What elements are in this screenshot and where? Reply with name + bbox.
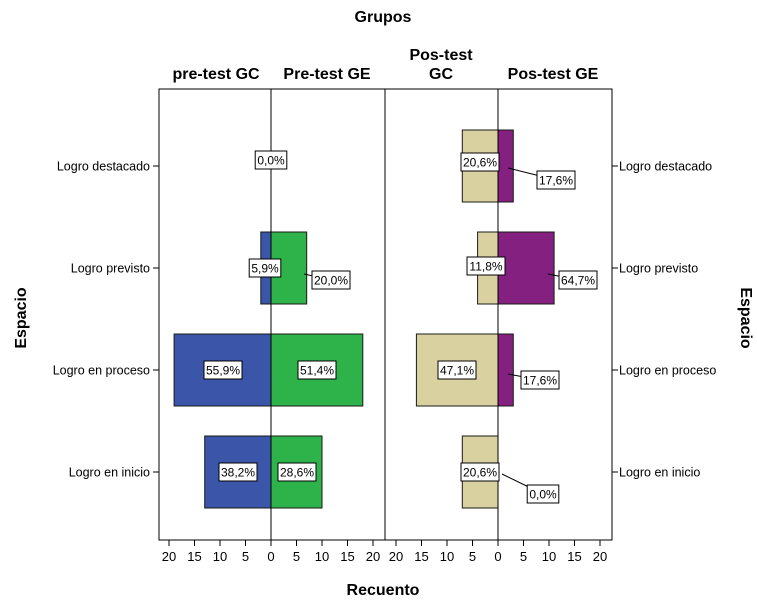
header-pre-test-ge: Pre-test GE — [283, 66, 370, 83]
x-axis-title: Recuento — [347, 582, 420, 599]
plot-area: 0,0% 5,9% 55,9% 38,2% 20,0% 51,4% 28,6% 20,6% 11… — [53, 88, 716, 564]
xtick-label-8: 20 — [366, 549, 380, 564]
header-pos-test-gc-line2: GC — [429, 66, 453, 83]
bar-pos-test-ge-1 — [497, 231, 555, 305]
label-pre-test-gc-1: 5,9% — [251, 262, 279, 276]
category-label-left-0: Logro destacado — [57, 160, 150, 174]
label-pre-test-ge-1: 20,0% — [314, 274, 348, 288]
xtick-label-16: 15 — [567, 549, 581, 564]
label-pre-test-ge-1-box — [311, 270, 351, 290]
label-pre-test-gc-1-box — [248, 258, 282, 278]
header-pos-test-gc-line1: Pos-test — [409, 47, 473, 64]
label-pos-test-ge-1: 64,7% — [561, 274, 595, 288]
category-label-left-1: Logro previsto — [71, 262, 150, 276]
label-pre-test-gc-2-box — [203, 360, 243, 380]
xtick-label-2: 10 — [213, 549, 227, 564]
xtick-label-7: 15 — [340, 549, 354, 564]
label-pos-test-gc-2-box — [437, 360, 477, 380]
label-pos-test-ge-2: 17,6% — [523, 374, 557, 388]
category-label-right-3: Logro en inicio — [619, 466, 700, 480]
xtick-label-6: 10 — [315, 549, 329, 564]
label-pos-test-gc-0: 20,6% — [463, 156, 497, 170]
xtick-label-14: 5 — [520, 549, 527, 564]
category-label-left-2: Logro en proceso — [53, 364, 150, 378]
bar-pos-test-ge-2 — [497, 333, 514, 407]
label-pos-test-ge-0: 17,6% — [539, 174, 573, 188]
chart-title: Grupos — [355, 9, 412, 26]
label-pos-test-gc-1: 11,8% — [469, 260, 502, 274]
label-pre-test-ge-2-box — [297, 360, 337, 380]
label-pre-test-gc-2: 55,9% — [206, 364, 240, 378]
label-pos-test-ge-3-box — [526, 484, 560, 504]
xtick-label-3: 5 — [242, 549, 249, 564]
xtick-label-15: 10 — [542, 549, 556, 564]
label-pos-test-ge-3: 0,0% — [529, 488, 557, 502]
label-pos-test-ge-0-box — [536, 170, 576, 190]
label-pre-test-gc-3-box — [218, 462, 258, 482]
xtick-label-12: 5 — [469, 549, 476, 564]
label-pre-test-ge-3-box — [277, 462, 317, 482]
category-label-left-3: Logro en inicio — [69, 466, 150, 480]
xtick-label-9: 20 — [389, 549, 403, 564]
header-pos-test-ge: Pos-test GE — [508, 66, 599, 83]
label-pos-test-gc-1-box — [466, 256, 506, 276]
label-pre-test-gc-0-box — [254, 150, 288, 170]
label-pos-test-gc-3: 20,6% — [463, 466, 497, 480]
label-pre-test-ge-2: 51,4% — [300, 364, 334, 378]
xtick-label-4: 0 — [267, 549, 274, 564]
label-pre-test-gc-3: 38,2% — [221, 466, 255, 480]
bar-pos-test-ge-0 — [497, 129, 514, 203]
label-pos-test-ge-1-box — [558, 270, 598, 290]
xtick-label-10: 15 — [414, 549, 428, 564]
header-pre-test-gc: pre-test GC — [172, 66, 260, 83]
xtick-label-17: 20 — [593, 549, 607, 564]
label-pos-test-ge-2-box — [520, 370, 560, 390]
y-axis-title-left: Espacio — [13, 287, 30, 349]
xtick-label-5: 5 — [293, 549, 300, 564]
xtick-label-1: 15 — [187, 549, 201, 564]
label-pos-test-gc-2: 47,1% — [440, 364, 474, 378]
xtick-label-11: 10 — [440, 549, 454, 564]
xtick-label-13: 0 — [494, 549, 501, 564]
category-label-right-1: Logro previsto — [619, 262, 698, 276]
label-pre-test-gc-0: 0,0% — [257, 154, 285, 168]
label-pos-test-gc-0-box — [460, 152, 500, 172]
label-pos-test-gc-3-box — [460, 462, 500, 482]
label-pre-test-ge-3: 28,6% — [280, 466, 314, 480]
category-label-right-2: Logro en proceso — [619, 364, 716, 378]
xtick-label-0: 20 — [162, 549, 176, 564]
category-label-right-0: Logro destacado — [619, 160, 712, 174]
y-axis-title-right: Espacio — [737, 287, 754, 349]
